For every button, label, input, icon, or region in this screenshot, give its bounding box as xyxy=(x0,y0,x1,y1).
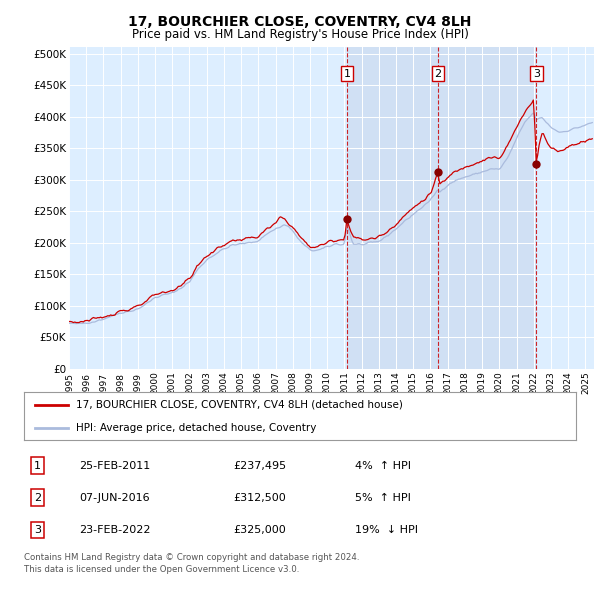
Text: 4%  ↑ HPI: 4% ↑ HPI xyxy=(355,461,411,470)
Text: 17, BOURCHIER CLOSE, COVENTRY, CV4 8LH: 17, BOURCHIER CLOSE, COVENTRY, CV4 8LH xyxy=(128,15,472,29)
Text: £237,495: £237,495 xyxy=(234,461,287,470)
Text: 17, BOURCHIER CLOSE, COVENTRY, CV4 8LH (detached house): 17, BOURCHIER CLOSE, COVENTRY, CV4 8LH (… xyxy=(76,399,403,409)
Text: 07-JUN-2016: 07-JUN-2016 xyxy=(79,493,150,503)
Text: Price paid vs. HM Land Registry's House Price Index (HPI): Price paid vs. HM Land Registry's House … xyxy=(131,28,469,41)
Text: 2: 2 xyxy=(34,493,41,503)
Text: This data is licensed under the Open Government Licence v3.0.: This data is licensed under the Open Gov… xyxy=(24,565,299,574)
Text: 19%  ↓ HPI: 19% ↓ HPI xyxy=(355,525,418,535)
Text: 25-FEB-2011: 25-FEB-2011 xyxy=(79,461,151,470)
Text: 1: 1 xyxy=(343,68,350,78)
Text: 1: 1 xyxy=(34,461,41,470)
Text: 2: 2 xyxy=(434,68,442,78)
Text: HPI: Average price, detached house, Coventry: HPI: Average price, detached house, Cove… xyxy=(76,423,317,433)
Text: 23-FEB-2022: 23-FEB-2022 xyxy=(79,525,151,535)
Text: 5%  ↑ HPI: 5% ↑ HPI xyxy=(355,493,411,503)
Bar xyxy=(347,47,438,369)
Bar xyxy=(438,47,536,369)
Text: Contains HM Land Registry data © Crown copyright and database right 2024.: Contains HM Land Registry data © Crown c… xyxy=(24,553,359,562)
Text: 3: 3 xyxy=(533,68,540,78)
Text: £325,000: £325,000 xyxy=(234,525,287,535)
Text: 3: 3 xyxy=(34,525,41,535)
Text: £312,500: £312,500 xyxy=(234,493,287,503)
